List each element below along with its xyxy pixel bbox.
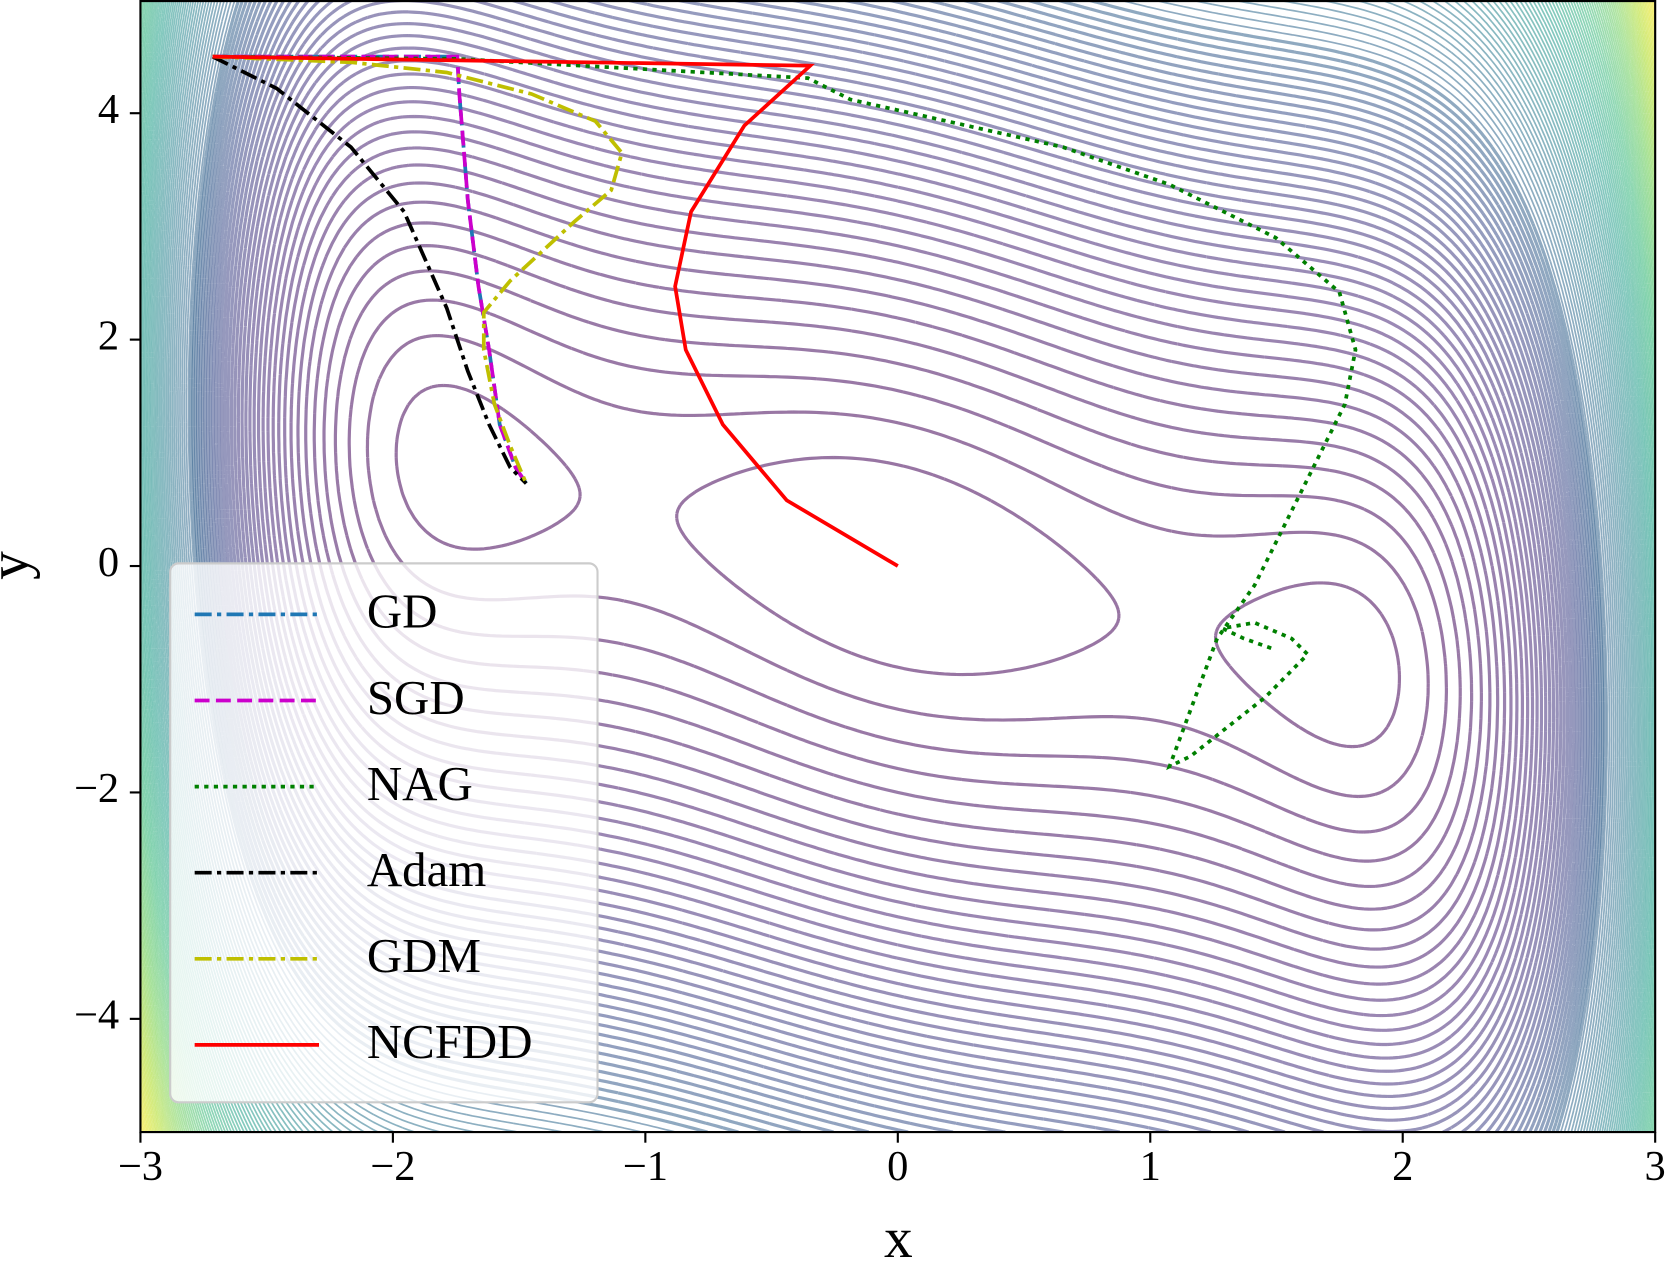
contour-line — [140, 0, 1656, 1133]
contour-line — [140, 0, 1656, 1133]
contour-line — [236, 10, 1559, 1122]
legend-label: Adam — [367, 842, 486, 897]
legend-label: SGD — [367, 670, 465, 725]
x-tick-label: −3 — [118, 1143, 163, 1190]
y-tick-label: −2 — [74, 765, 119, 812]
y-axis-label: y — [0, 551, 41, 580]
contour-line — [142, 0, 1653, 1133]
y-tick-label: 4 — [98, 86, 119, 133]
series-line — [212, 54, 1358, 771]
contour-line — [155, 0, 1641, 1133]
y-tick-label: −4 — [74, 992, 119, 1039]
contour-line — [140, 0, 1656, 1133]
series-line — [212, 54, 899, 568]
contour-line — [140, 0, 1656, 1133]
contour-line — [141, 0, 1655, 1133]
contour-line — [140, 0, 1656, 1133]
series-line — [212, 54, 624, 485]
legend-frame — [169, 562, 599, 1104]
x-tick-label: 3 — [1645, 1143, 1666, 1190]
y-tick-label: 0 — [98, 539, 119, 586]
contour-line — [140, 0, 1656, 1133]
x-tick-label: 2 — [1392, 1143, 1413, 1190]
contour-line — [144, 0, 1652, 1133]
contour-line — [140, 0, 1656, 1133]
contour-line — [140, 0, 1656, 1133]
series-line — [212, 54, 528, 485]
contour-line — [140, 0, 1656, 1133]
legend-label: NAG — [367, 756, 473, 811]
contour-line — [140, 0, 1656, 1133]
legend-label: GD — [367, 584, 438, 639]
plot-area — [211, 54, 1358, 771]
contour-line — [140, 0, 1656, 1133]
legend-label: GDM — [367, 928, 481, 983]
x-tick-label: −2 — [370, 1143, 415, 1190]
contour-line — [140, 0, 1656, 1133]
y-tick-label: 2 — [98, 312, 119, 359]
x-tick-label: 0 — [887, 1143, 908, 1190]
contour-line — [304, 200, 1492, 932]
contour-line — [140, 0, 1656, 1133]
x-axis-label: x — [884, 1207, 913, 1266]
series-line — [211, 54, 528, 485]
contour-line — [394, 383, 1402, 749]
contour-line — [140, 0, 1656, 1133]
x-tick-label: −1 — [623, 1143, 668, 1190]
contour-line — [140, 0, 1656, 1133]
contour-line — [140, 0, 1656, 1133]
legend: GD SGD NAG Adam GDM NCFDD — [169, 562, 599, 1104]
contour-line — [140, 0, 1656, 1133]
legend-label: NCFDD — [367, 1014, 533, 1069]
x-tick-label: 1 — [1140, 1143, 1161, 1190]
